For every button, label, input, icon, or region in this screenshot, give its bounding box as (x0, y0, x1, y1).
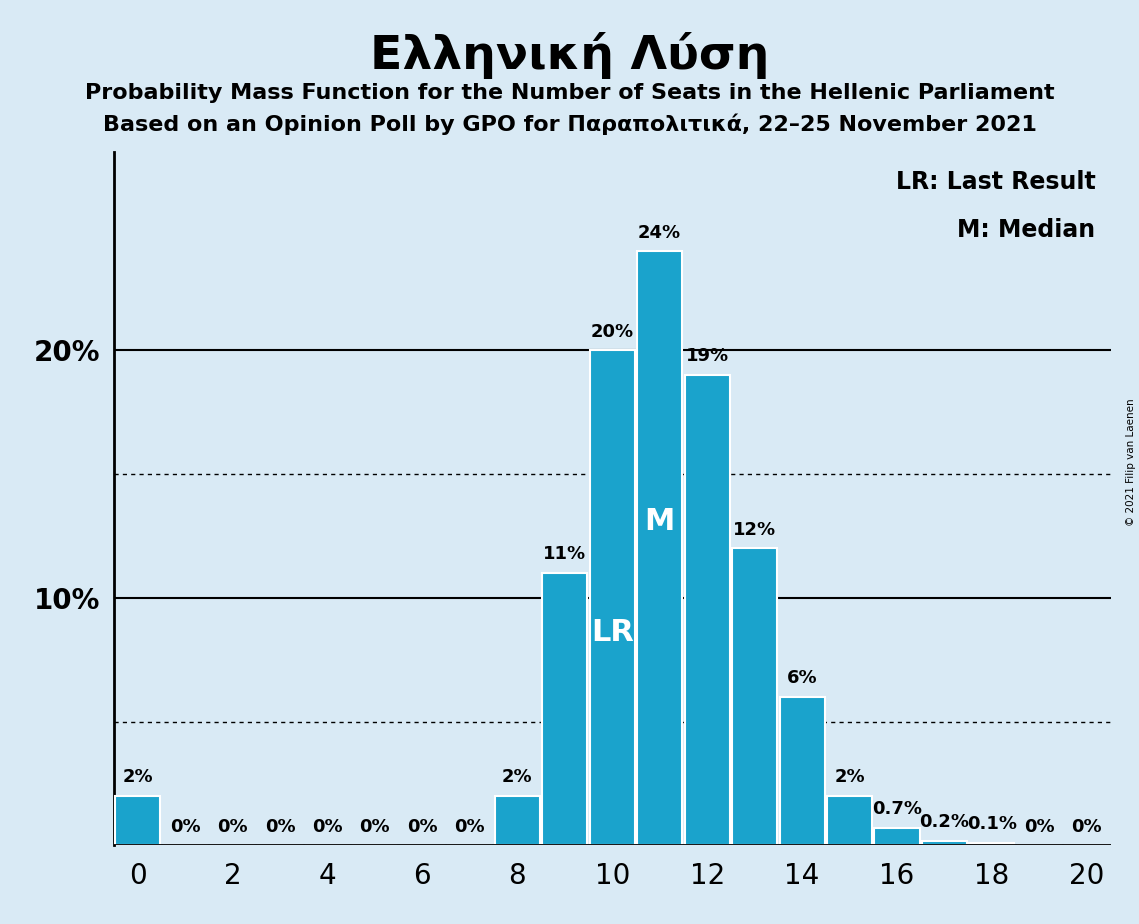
Bar (875, 828, 919, 845)
Bar (542, 573, 588, 845)
Text: M: Median: M: Median (958, 218, 1096, 242)
Text: Ελληνική Λύση: Ελληνική Λύση (370, 32, 769, 79)
Text: 0%: 0% (264, 818, 295, 835)
Bar (732, 549, 777, 845)
Text: Probability Mass Function for the Number of Seats in the Hellenic Parliament: Probability Mass Function for the Number… (84, 83, 1055, 103)
Text: 0%: 0% (360, 818, 391, 835)
Text: 0%: 0% (312, 818, 343, 835)
Text: 20%: 20% (591, 322, 633, 341)
Bar (969, 843, 1015, 845)
Text: 0%: 0% (218, 818, 248, 835)
Text: 0%: 0% (454, 818, 485, 835)
Text: 0.1%: 0.1% (967, 815, 1017, 833)
Bar (637, 251, 682, 845)
Text: 0%: 0% (170, 818, 200, 835)
Text: 11%: 11% (543, 545, 587, 564)
Text: 24%: 24% (638, 224, 681, 241)
Text: © 2021 Filip van Laenen: © 2021 Filip van Laenen (1126, 398, 1136, 526)
Text: 2%: 2% (502, 768, 533, 786)
Bar (685, 375, 730, 845)
Bar (921, 841, 967, 845)
Text: M: M (645, 507, 675, 536)
Bar (779, 697, 825, 845)
Text: 0.7%: 0.7% (872, 800, 921, 819)
Bar (494, 796, 540, 845)
Text: 2%: 2% (122, 768, 153, 786)
Bar (827, 796, 872, 845)
Bar (590, 350, 634, 845)
Text: 0%: 0% (1072, 818, 1103, 835)
Text: 0%: 0% (1024, 818, 1055, 835)
Text: 6%: 6% (787, 669, 818, 687)
Text: LR: LR (591, 618, 633, 648)
Text: LR: Last Result: LR: Last Result (896, 170, 1096, 194)
Text: 0%: 0% (407, 818, 437, 835)
Text: 12%: 12% (734, 520, 776, 539)
Text: 2%: 2% (834, 768, 865, 786)
Bar (115, 796, 161, 845)
Text: 0.2%: 0.2% (919, 812, 969, 831)
Text: 19%: 19% (686, 347, 729, 365)
Text: Based on an Opinion Poll by GPO for Παραπολιτικά, 22–25 November 2021: Based on an Opinion Poll by GPO for Παρα… (103, 114, 1036, 135)
